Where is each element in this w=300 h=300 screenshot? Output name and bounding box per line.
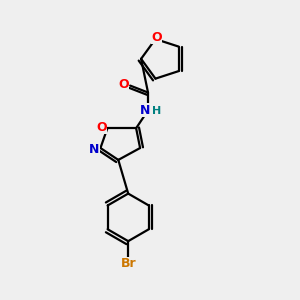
Text: O: O: [118, 78, 129, 91]
Text: O: O: [151, 31, 162, 44]
Text: H: H: [152, 106, 162, 116]
Text: N: N: [140, 104, 150, 117]
Text: O: O: [96, 121, 107, 134]
Text: Br: Br: [120, 257, 136, 270]
Text: N: N: [89, 142, 100, 155]
